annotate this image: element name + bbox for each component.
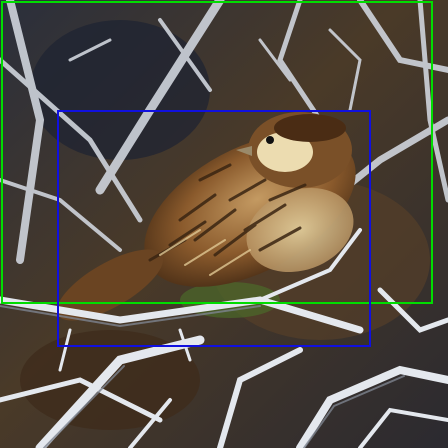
- bird-crown: [274, 114, 346, 142]
- bird-beak: [236, 146, 252, 156]
- bird-streaks: [148, 163, 307, 262]
- bird-belly: [246, 187, 354, 273]
- bird-eye: [266, 136, 274, 144]
- sparrow: [56, 112, 356, 321]
- bird-wing-edges: [159, 229, 251, 276]
- bokeh-dark: [30, 20, 210, 160]
- branch-shadows: [0, 305, 405, 448]
